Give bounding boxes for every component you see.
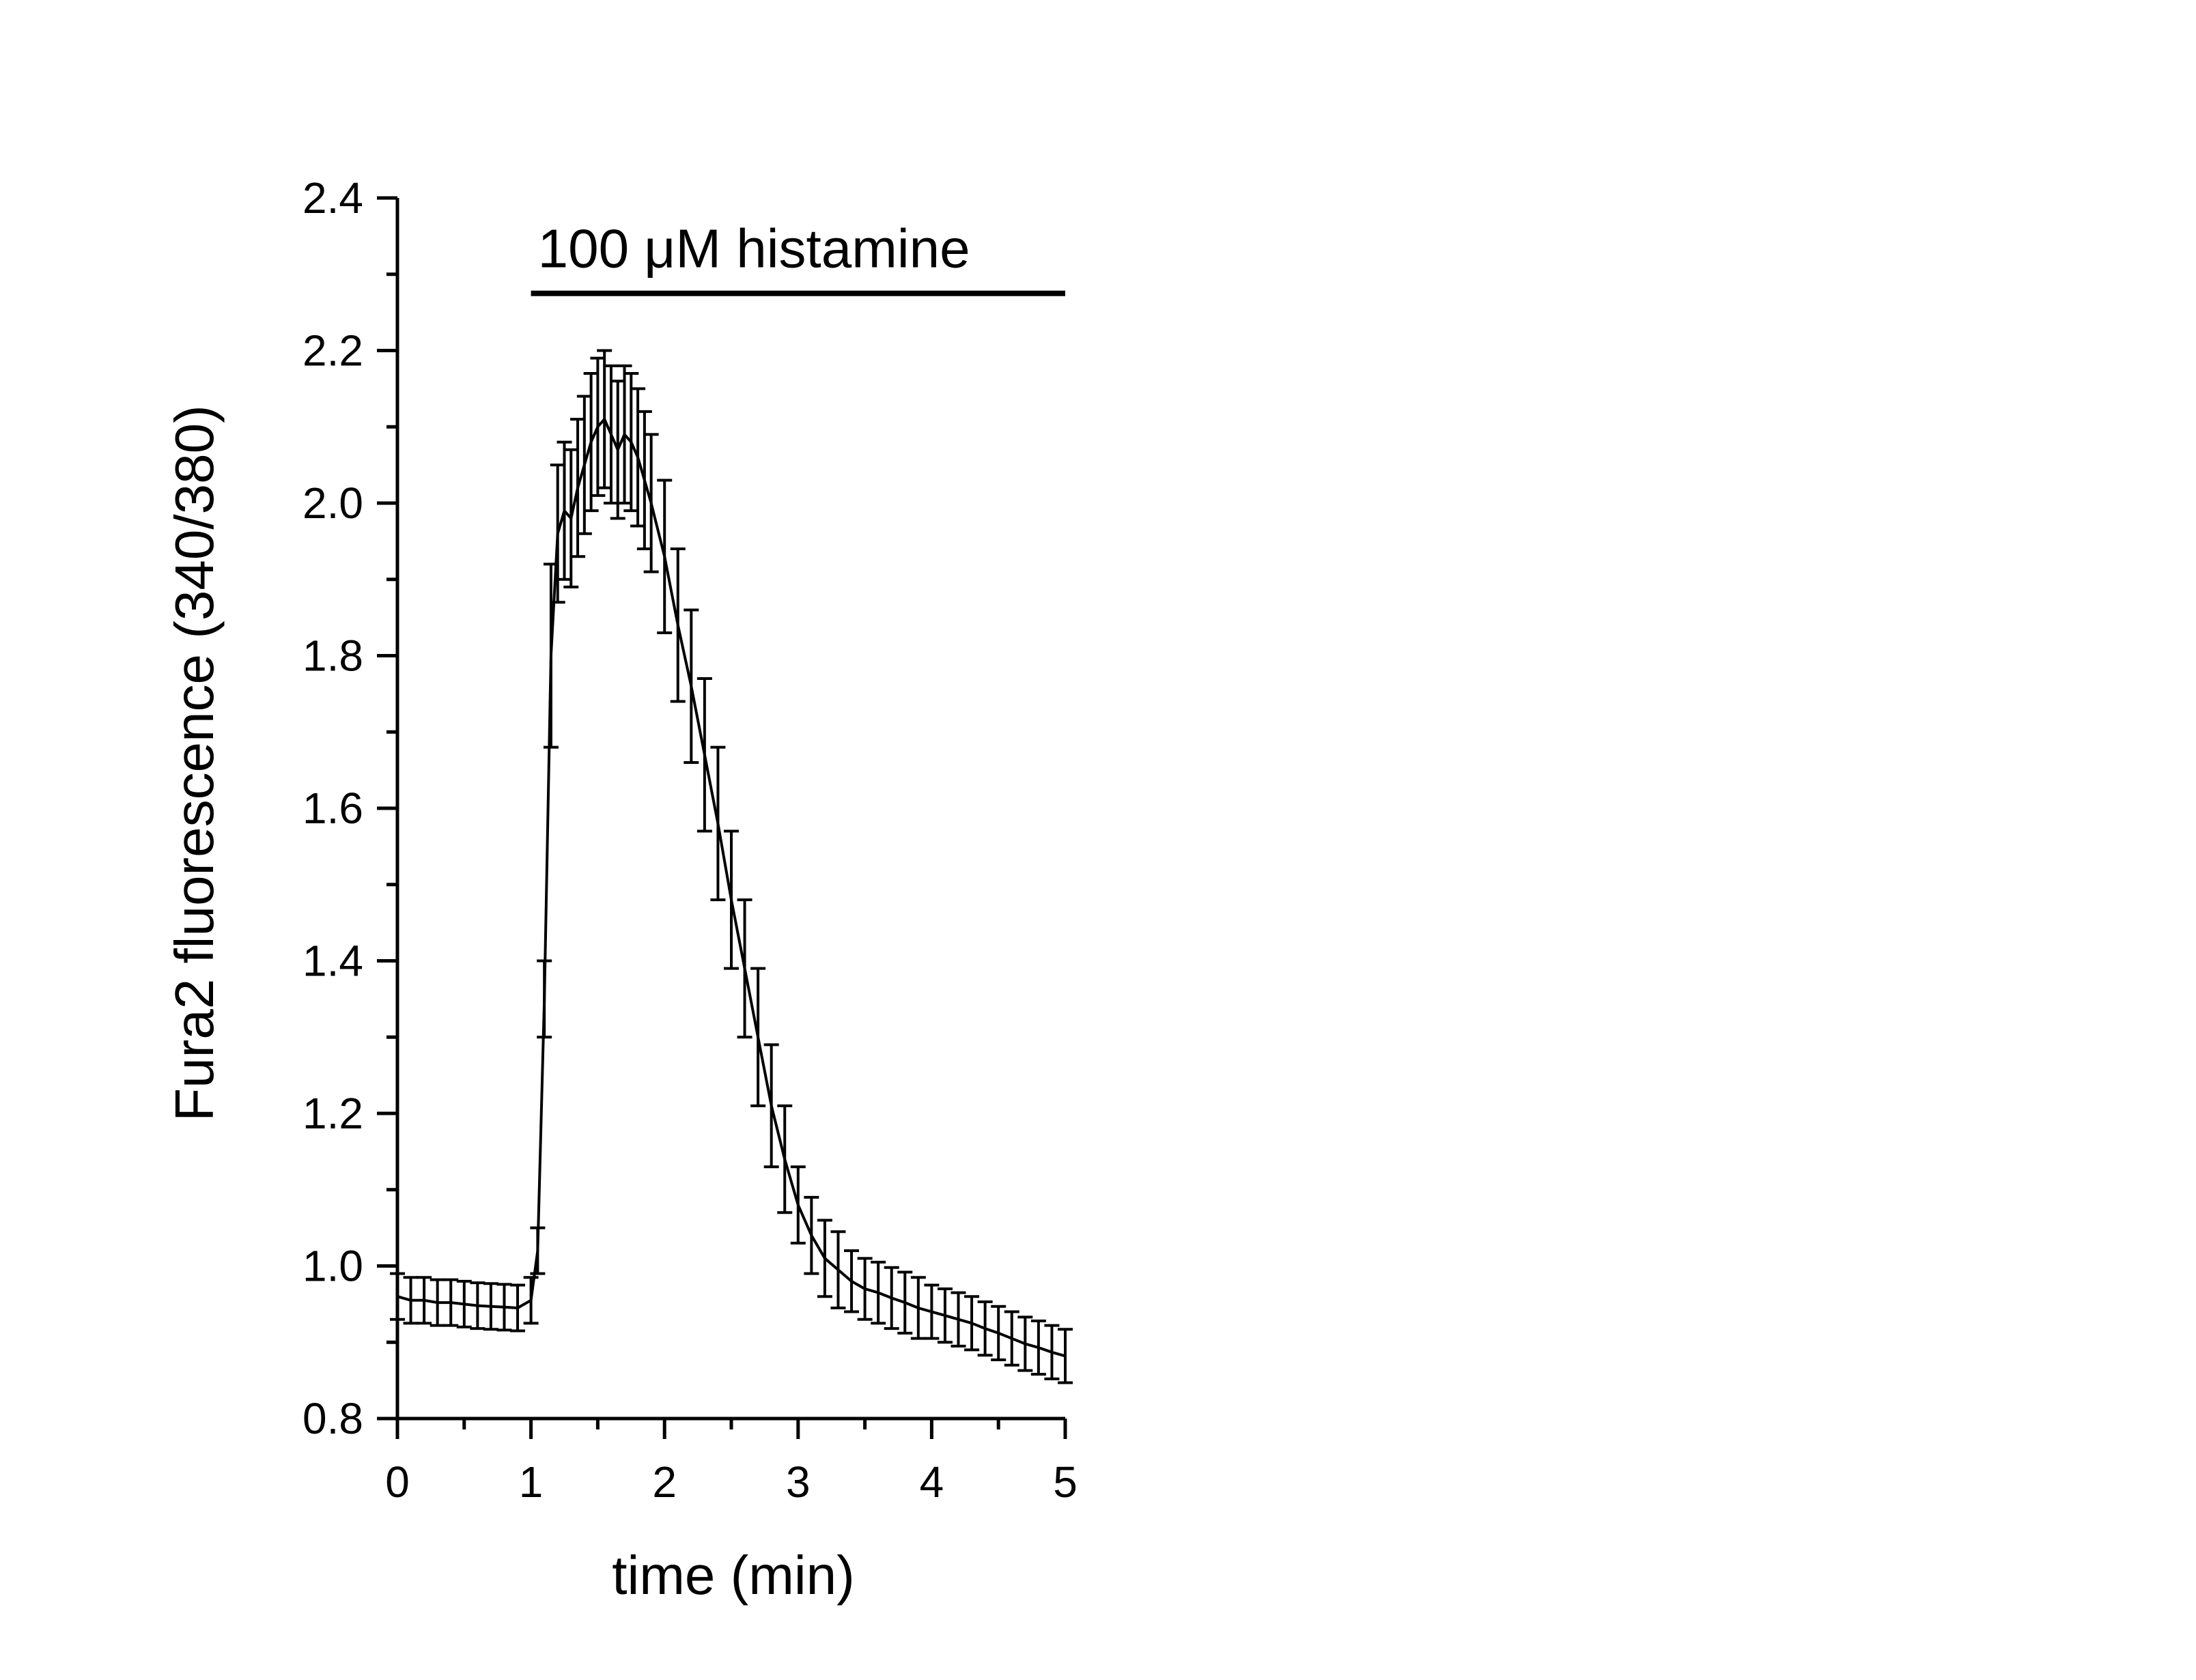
y-tick-label: 2.0: [302, 479, 363, 528]
error-bars: [390, 349, 1073, 1384]
x-tick-label: 1: [519, 1457, 544, 1507]
x-axis-title: time (min): [612, 1545, 855, 1606]
y-tick-label: 2.4: [302, 173, 363, 223]
y-tick-label: 0.8: [302, 1394, 363, 1443]
x-tick-label: 4: [920, 1457, 944, 1507]
x-tick-label: 2: [652, 1457, 677, 1507]
series-lines: [397, 418, 1066, 1358]
y-tick-label: 1.8: [302, 631, 363, 681]
y-tick-label: 2.2: [302, 326, 363, 375]
x-tick-label: 5: [1053, 1457, 1078, 1507]
treatment-label: 100 μM histamine: [538, 218, 970, 279]
y-tick-label: 1.2: [302, 1089, 363, 1138]
y-tick-label: 1.6: [302, 784, 363, 833]
y-tick-label: 1.4: [302, 937, 363, 986]
y-axis-title: Fura2 fluorescence (340/380): [164, 405, 225, 1122]
ticks: 0.8 1.0 1.2 1.4 1.6 1.8 2.0 2.2 2.4 0 1 2 3 4 5: [302, 173, 1078, 1507]
y-tick-label: 1.0: [302, 1242, 363, 1291]
axes: [395, 198, 1065, 1421]
x-tick-label: 3: [786, 1457, 811, 1507]
annotation: 100 μM histamine: [531, 218, 1065, 296]
series-line: [397, 418, 1066, 1358]
x-tick-label: 0: [385, 1457, 410, 1507]
